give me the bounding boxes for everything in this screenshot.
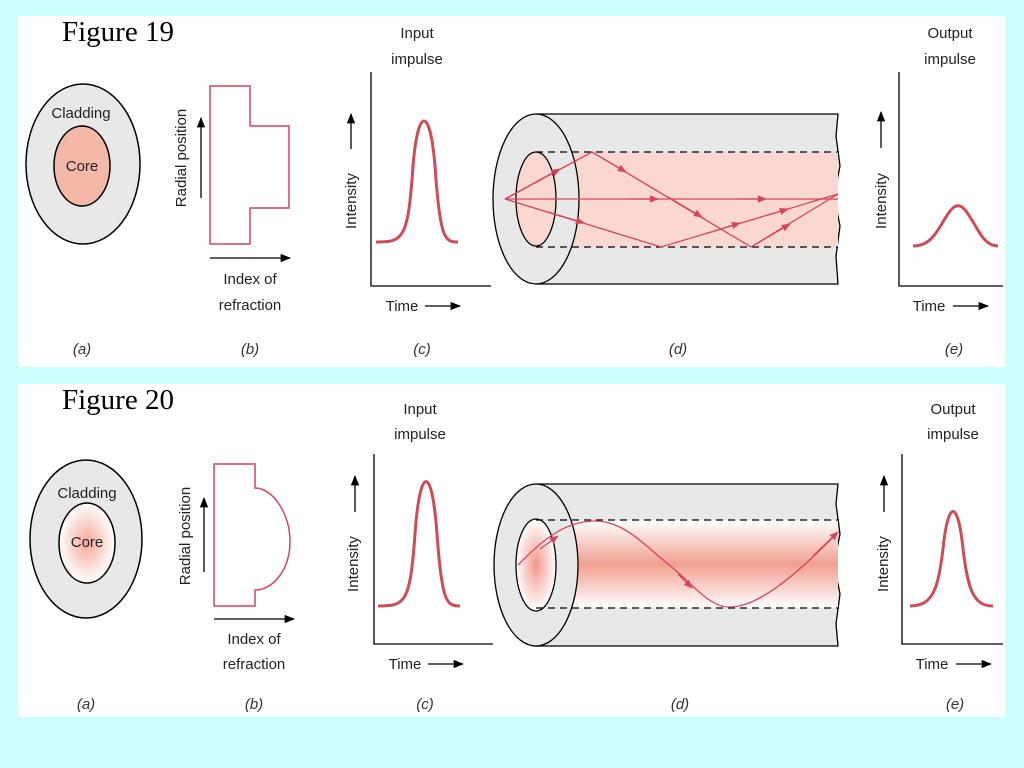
output-pulse-plot: Output impulse Intensity Time — [873, 25, 1003, 315]
input-axes — [373, 454, 493, 645]
index-profile: Radial position Index of refraction — [173, 85, 292, 314]
core-label: Core — [71, 534, 104, 551]
caption-c: (c) — [413, 341, 431, 358]
time-label: Time — [913, 298, 946, 315]
figure-title: Figure 20 — [62, 384, 174, 416]
sinusoidal-ray — [517, 520, 839, 608]
figure-19-diagram: Cladding Core Radial position Index of r… — [25, 25, 1003, 358]
caption-c: (c) — [416, 696, 434, 713]
caption-a: (a) — [77, 696, 95, 713]
input-title-line2: impulse — [394, 426, 446, 443]
figure-20-diagram: Cladding Core Radial position Index of r… — [29, 401, 1003, 713]
caption-e: (e) — [946, 696, 964, 713]
radial-axis-label: Radial position — [173, 109, 190, 207]
fiber-cross-section: Cladding Core — [25, 83, 141, 245]
caption-b: (b) — [245, 696, 263, 713]
figure-20-panel: Figure 20 — [18, 384, 1005, 717]
caption-a: (a) — [73, 341, 91, 358]
figure-title: Figure 19 — [62, 16, 174, 48]
output-axes — [898, 72, 1003, 287]
output-pulse-curve — [912, 204, 999, 248]
cladding-label: Cladding — [57, 485, 116, 502]
captions: (a) (b) (c) (d) (e) — [73, 341, 963, 358]
caption-d: (d) — [669, 341, 687, 358]
intensity-label: Intensity — [875, 536, 892, 592]
intensity-label: Intensity — [343, 173, 360, 229]
output-pulse-curve — [909, 510, 994, 608]
light-rays — [517, 520, 839, 608]
time-label: Time — [916, 656, 949, 673]
input-title-line2: impulse — [391, 51, 443, 68]
output-title-line2: impulse — [927, 426, 979, 443]
fiber-cross-section: Cladding Core — [29, 459, 143, 619]
fiber-side-view — [492, 113, 841, 285]
fiber-side-view — [493, 483, 841, 647]
core-disc — [53, 125, 111, 207]
caption-e: (e) — [945, 341, 963, 358]
input-pulse-curve — [377, 480, 461, 608]
captions: (a) (b) (c) (d) (e) — [77, 696, 964, 713]
input-pulse-plot: Input impulse Intensity Time — [343, 25, 491, 315]
index-label-line2: refraction — [219, 297, 282, 314]
caption-b: (b) — [241, 341, 259, 358]
output-axes — [901, 454, 1003, 645]
input-title-line1: Input — [403, 401, 437, 418]
core-disc — [58, 502, 116, 584]
input-pulse-curve — [375, 119, 459, 244]
step-index-profile — [209, 85, 290, 245]
index-label-line1: Index of — [223, 271, 277, 288]
graded-index-profile — [213, 463, 291, 607]
radial-axis-label: Radial position — [177, 487, 194, 585]
input-axes — [370, 72, 491, 287]
output-title-line2: impulse — [924, 51, 976, 68]
output-title-line1: Output — [927, 25, 973, 42]
caption-d: (d) — [671, 696, 689, 713]
time-label: Time — [389, 656, 422, 673]
index-label-line1: Index of — [227, 631, 281, 648]
intensity-label: Intensity — [345, 536, 362, 592]
figure-19-panel: Figure 19 Cladding Core Radial position — [18, 16, 1005, 367]
intensity-label: Intensity — [873, 173, 890, 229]
cladding-label: Cladding — [51, 105, 110, 122]
light-rays — [504, 151, 839, 248]
time-label: Time — [386, 298, 419, 315]
input-pulse-plot: Input impulse Intensity Time — [345, 401, 493, 673]
core-label: Core — [66, 158, 99, 175]
index-profile: Radial position Index of refraction — [177, 463, 296, 673]
index-label-line2: refraction — [223, 656, 286, 673]
output-pulse-plot: Output impulse Intensity Time — [875, 401, 1003, 673]
input-title-line1: Input — [400, 25, 434, 42]
output-title-line1: Output — [930, 401, 976, 418]
fiber-end-core — [515, 518, 557, 612]
